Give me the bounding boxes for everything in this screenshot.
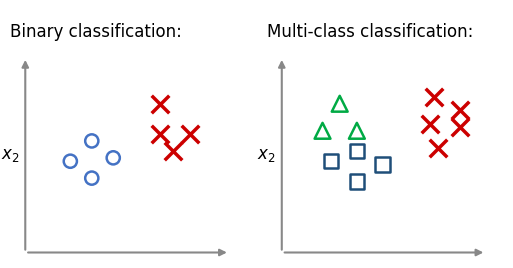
- Point: [456, 108, 464, 113]
- Point: [88, 139, 96, 143]
- Point: [353, 129, 361, 133]
- Text: $\mathit{x}_2$: $\mathit{x}_2$: [258, 146, 276, 164]
- Point: [319, 129, 327, 133]
- Text: Binary classification:: Binary classification:: [10, 23, 182, 40]
- Point: [435, 146, 443, 150]
- Point: [430, 95, 438, 99]
- Text: $\mathit{x}_2$: $\mathit{x}_2$: [1, 146, 19, 164]
- Point: [336, 102, 344, 106]
- Point: [186, 132, 194, 136]
- Point: [379, 162, 387, 167]
- Point: [426, 122, 434, 126]
- Point: [169, 149, 177, 153]
- Point: [353, 179, 361, 184]
- Point: [353, 149, 361, 153]
- Text: Multi-class classification:: Multi-class classification:: [267, 23, 473, 40]
- Point: [327, 159, 335, 163]
- Point: [109, 156, 117, 160]
- Point: [156, 132, 165, 136]
- Point: [88, 176, 96, 180]
- Point: [156, 102, 165, 106]
- Point: [456, 125, 464, 129]
- Point: [66, 159, 74, 163]
